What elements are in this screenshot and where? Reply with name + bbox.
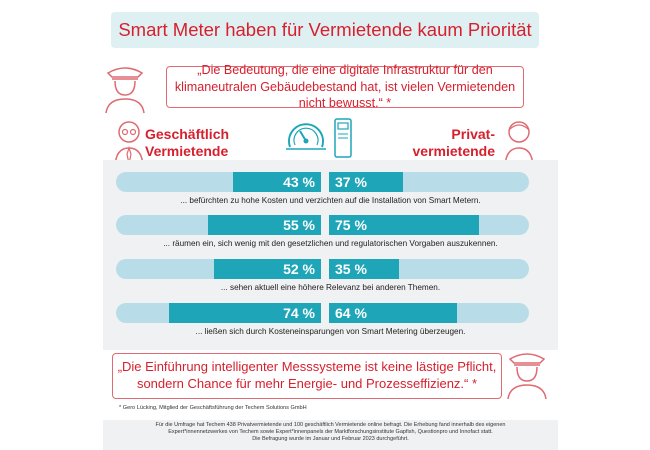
bar-right-track-2: 35 %	[329, 259, 529, 279]
value-label-right-2: 35 %	[335, 261, 367, 277]
value-label-right-0: 37 %	[335, 174, 367, 190]
value-label-left-0: 43 %	[283, 174, 315, 190]
group-label-business: Geschäftlich Vermietende	[145, 126, 229, 160]
quote-bottom: „Die Einführung intelligenter Messsystem…	[112, 353, 502, 399]
bar-right-fill-0	[329, 172, 403, 192]
bar-left-fill-1	[208, 215, 321, 235]
bar-right-fill-3	[329, 303, 457, 323]
value-label-right-3: 64 %	[335, 305, 367, 321]
bar-left-fill-2	[214, 259, 321, 279]
category-label-1: ... räumen ein, sich wenig mit den geset…	[163, 239, 498, 248]
group-label-business-line1: Geschäftlich	[145, 126, 230, 142]
bar-left-track-0: 43 %	[116, 172, 321, 192]
page-title: Smart Meter haben für Vermietende kaum P…	[111, 12, 539, 48]
source-line-3: Die Befragung wurde im Januar und Februa…	[252, 436, 409, 442]
category-label-2: ... sehen aktuell eine höhere Relevanz b…	[220, 283, 441, 292]
bar-left-fill-0	[232, 172, 321, 192]
landlord-icon	[105, 67, 145, 114]
private-person-icon	[504, 121, 534, 167]
source-line-1: Für die Umfrage hat Techem 438 Privatver…	[155, 422, 506, 428]
bar-left-fill-3	[169, 303, 321, 323]
bar-left-track-1: 55 %	[116, 215, 321, 235]
footnote: * Gero Lücking, Mitglied der Geschäftsfü…	[119, 405, 307, 411]
bar-left-track-2: 52 %	[116, 259, 321, 279]
bar-right-fill-1	[329, 215, 479, 235]
landlord-icon-bottom	[507, 353, 547, 400]
value-label-left-3: 74 %	[283, 305, 315, 321]
bar-right-fill-2	[329, 259, 399, 279]
group-label-private: Privat- vermietende	[400, 126, 495, 160]
value-label-left-2: 52 %	[283, 261, 315, 277]
value-label-right-1: 75 %	[335, 217, 367, 233]
value-label-left-1: 55 %	[283, 217, 315, 233]
source-line-2: Expert*innennetzwerkes von Techem sowie …	[168, 429, 493, 435]
quote-top: „Die Bedeutung, die eine digitale Infras…	[166, 63, 524, 110]
bar-right-track-1: 75 %	[329, 215, 529, 235]
bar-right-track-0: 37 %	[329, 172, 529, 192]
smart-meter-gauge-icon	[286, 123, 326, 150]
group-label-private-line1: Privat-	[451, 126, 495, 142]
category-label-3: ... ließen sich durch Kosteneinsparungen…	[195, 327, 466, 336]
bar-left-track-3: 74 %	[116, 303, 321, 323]
bar-right-track-3: 64 %	[329, 303, 529, 323]
category-label-0: ... befürchten zu hohe Kosten und verzic…	[180, 196, 481, 205]
meter-device-icon	[334, 118, 352, 158]
group-label-private-line2: vermietende	[412, 143, 495, 159]
survey-source-note: Für die Umfrage hat Techem 438 Privatver…	[103, 420, 558, 450]
group-label-business-line2: Vermietende	[145, 143, 229, 159]
